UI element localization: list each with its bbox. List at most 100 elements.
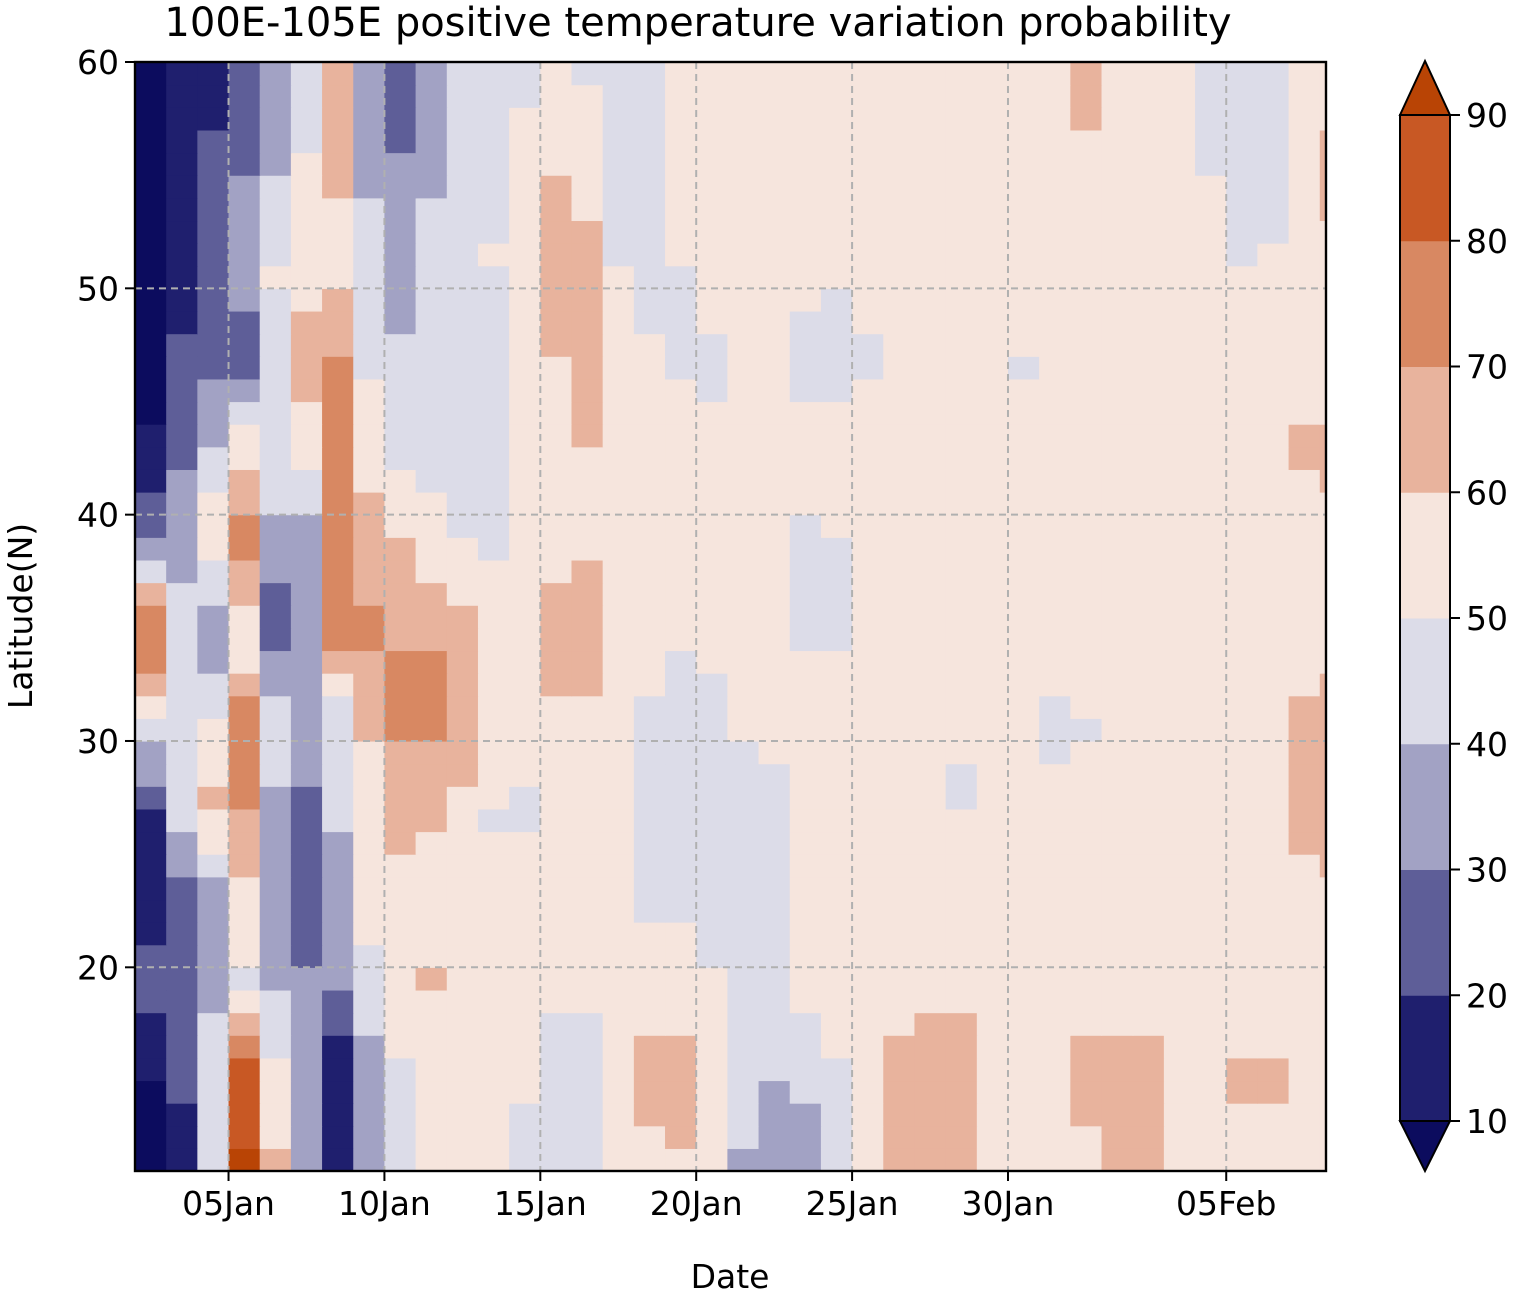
- contour-cell: [696, 197, 728, 222]
- contour-cell: [1070, 1057, 1103, 1082]
- contour-cell: [322, 559, 354, 584]
- contour-cell: [758, 446, 791, 470]
- contour-cell: [1163, 401, 1196, 425]
- contour-cell: [852, 1125, 884, 1149]
- contour-cell: [353, 944, 386, 968]
- contour-cell: [758, 1148, 791, 1171]
- contour-cell: [228, 1057, 261, 1082]
- contour-cell: [1101, 967, 1134, 991]
- contour-cell: [135, 62, 167, 86]
- contour-cell: [976, 356, 1009, 380]
- contour-cell: [758, 763, 791, 787]
- contour-cell: [1039, 243, 1071, 267]
- contour-cell: [696, 469, 728, 493]
- contour-cell: [384, 446, 417, 470]
- contour-cell: [789, 514, 822, 538]
- contour-cell: [571, 175, 604, 199]
- contour-cell: [1319, 582, 1326, 606]
- contour-cell: [477, 1012, 510, 1036]
- contour-cell: [1007, 1057, 1040, 1082]
- contour-cell: [1132, 1103, 1165, 1127]
- contour-cell: [696, 288, 728, 312]
- contour-cell: [509, 220, 541, 244]
- contour-cell: [789, 469, 822, 493]
- contour-cell: [197, 559, 230, 584]
- contour-cell: [727, 1125, 760, 1149]
- contour-cell: [1132, 808, 1165, 833]
- contour-cell: [477, 695, 510, 719]
- contour-cell: [633, 718, 666, 742]
- contour-cell: [696, 446, 728, 470]
- contour-cell: [852, 854, 884, 878]
- contour-cell: [477, 1080, 510, 1104]
- contour-cell: [883, 1080, 916, 1104]
- contour-cell: [228, 107, 261, 131]
- contour-cell: [602, 62, 635, 86]
- contour-cell: [322, 265, 354, 289]
- contour-cell: [727, 107, 760, 131]
- contour-cell: [509, 107, 541, 131]
- contour-cell: [914, 1125, 947, 1149]
- contour-cell: [1070, 989, 1103, 1014]
- contour-cell: [166, 378, 198, 403]
- x-tick-label: 25Jan: [806, 1184, 899, 1223]
- contour-cell: [852, 831, 884, 855]
- contour-cell: [540, 84, 573, 108]
- contour-cell: [789, 718, 822, 742]
- contour-cell: [477, 265, 510, 289]
- contour-cell: [197, 808, 230, 833]
- contour-cell: [633, 944, 666, 968]
- contour-cell: [415, 220, 448, 244]
- contour-cell: [820, 922, 853, 946]
- contour-cell: [509, 582, 541, 606]
- contour-cell: [1288, 1080, 1321, 1104]
- contour-cell: [353, 152, 386, 176]
- contour-cell: [509, 831, 541, 855]
- contour-cell: [602, 763, 635, 787]
- contour-cell: [1319, 650, 1326, 674]
- contour-cell: [1039, 582, 1071, 606]
- contour-cell: [727, 989, 760, 1014]
- contour-cell: [135, 1012, 167, 1036]
- contour-cell: [1195, 152, 1227, 176]
- contour-cell: [914, 378, 947, 403]
- contour-cell: [135, 265, 167, 289]
- contour-cell: [1257, 831, 1290, 855]
- contour-cell: [820, 288, 853, 312]
- contour-cell: [602, 265, 635, 289]
- contour-cell: [602, 582, 635, 606]
- contour-cell: [259, 537, 292, 561]
- contour-cell: [540, 763, 573, 787]
- contour-cell: [1226, 129, 1259, 154]
- contour-cell: [1226, 808, 1259, 833]
- contour-cell: [852, 333, 884, 357]
- contour-cell: [228, 446, 261, 470]
- contour-cell: [1319, 220, 1326, 244]
- contour-cell: [852, 537, 884, 561]
- contour-cell: [353, 310, 386, 335]
- contour-cell: [322, 1057, 354, 1082]
- contour-cell: [259, 424, 292, 448]
- contour-cell: [696, 673, 728, 697]
- contour-cell: [353, 1057, 386, 1082]
- contour-cell: [1226, 922, 1259, 946]
- contour-cell: [477, 378, 510, 403]
- contour-cell: [415, 808, 448, 833]
- contour-cell: [1132, 401, 1165, 425]
- contour-cell: [852, 492, 884, 516]
- contour-cell: [1226, 740, 1259, 765]
- contour-cell: [509, 84, 541, 108]
- contour-cell: [353, 650, 386, 674]
- contour-cell: [1101, 718, 1134, 742]
- contour-cell: [290, 469, 323, 493]
- colorbar-segment: [1400, 115, 1450, 242]
- contour-cell: [228, 559, 261, 584]
- contour-cell: [727, 537, 760, 561]
- contour-cell: [1101, 288, 1134, 312]
- contour-cell: [914, 333, 947, 357]
- colorbar-segment: [1400, 869, 1450, 996]
- contour-cell: [135, 514, 167, 538]
- contour-cell: [415, 469, 448, 493]
- contour-cell: [322, 288, 354, 312]
- contour-cell: [665, 673, 697, 697]
